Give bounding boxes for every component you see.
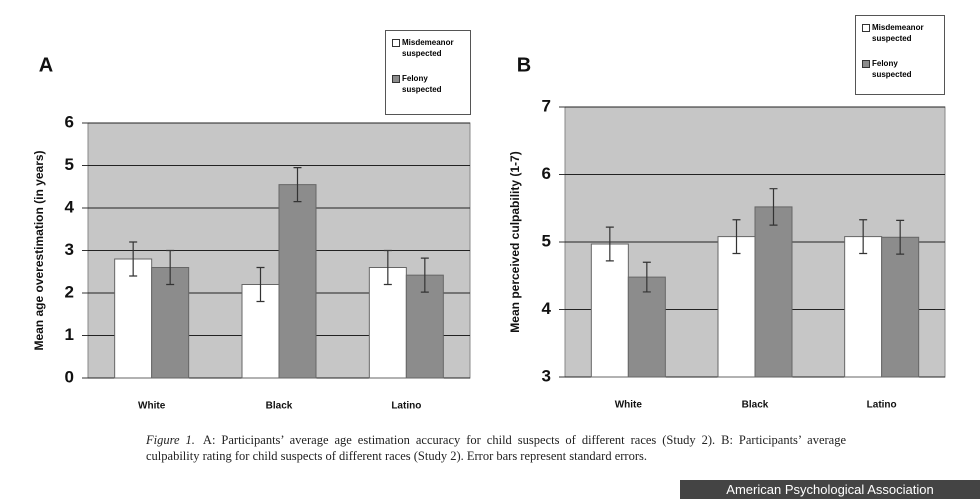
x-tick-label: Latino — [867, 400, 897, 411]
bar — [278, 184, 317, 379]
x-tick-label: Latino — [391, 401, 421, 412]
caption: Figure 1. A: Participants’ average age es… — [146, 432, 846, 464]
error-bar — [896, 219, 905, 255]
legend-swatch — [392, 39, 400, 47]
error-bar — [129, 241, 138, 277]
y-tick-label: 2 — [65, 282, 74, 301]
y-tick-label: 6 — [65, 112, 74, 131]
y-tick-label: 4 — [542, 299, 552, 318]
legend-swatch — [392, 75, 400, 83]
x-tick-label: Black — [266, 401, 293, 412]
credit: American Psychological Association — [680, 480, 980, 499]
bar — [627, 276, 666, 378]
y-tick-label: 3 — [542, 366, 551, 385]
bar — [754, 206, 793, 378]
y-tick-label: 0 — [65, 367, 74, 386]
bar — [844, 236, 883, 378]
error-bar — [383, 249, 392, 286]
y-tick-label: 6 — [542, 164, 551, 183]
bar — [590, 243, 629, 378]
y-tick-label: 3 — [65, 240, 74, 259]
bar — [717, 236, 756, 378]
legend-item: Felony suspected — [392, 73, 464, 95]
y-axis-label: Mean perceived culpability (1-7) — [508, 151, 522, 332]
x-tick-label: White — [138, 401, 166, 412]
legend-item: Felony suspected — [862, 58, 938, 80]
legend-item: Misdemeanor suspected — [862, 22, 938, 44]
legend-item: Misdemeanor suspected — [392, 37, 464, 59]
x-tick-label: Black — [742, 400, 769, 411]
y-axis-label: Mean age overestimation (in years) — [32, 150, 46, 350]
bar — [151, 267, 190, 379]
error-bar — [642, 261, 651, 293]
x-tick-label: White — [615, 400, 643, 411]
y-tick-label: 5 — [542, 231, 551, 250]
panel-label: B — [517, 54, 531, 76]
caption-text: A: Participants’ average age estimation … — [146, 433, 846, 463]
legend-label: Felony suspected — [872, 59, 912, 79]
legend-swatch — [862, 60, 870, 68]
y-tick-label: 1 — [65, 325, 74, 344]
panel-label: A — [39, 54, 53, 76]
legend: Misdemeanor suspected Felony suspected — [385, 30, 471, 115]
bar — [114, 258, 153, 379]
bar — [881, 236, 920, 378]
error-bar — [166, 249, 175, 286]
caption-label: Figure 1. — [146, 433, 195, 447]
error-bar — [769, 188, 778, 226]
error-bar — [605, 226, 614, 262]
legend: Misdemeanor suspected Felony suspected — [855, 15, 945, 95]
y-tick-label: 7 — [542, 96, 551, 115]
error-bar — [732, 219, 741, 255]
error-bar — [859, 219, 868, 255]
legend-swatch — [862, 24, 870, 32]
legend-label: Misdemeanor suspected — [872, 23, 924, 43]
bar — [368, 267, 407, 379]
legend-label: Misdemeanor suspected — [402, 38, 454, 58]
y-tick-label: 5 — [65, 155, 74, 174]
y-tick-label: 4 — [65, 197, 75, 216]
error-bar — [256, 266, 265, 303]
error-bar — [420, 257, 429, 293]
legend-label: Felony suspected — [402, 74, 442, 94]
error-bar — [293, 167, 302, 203]
